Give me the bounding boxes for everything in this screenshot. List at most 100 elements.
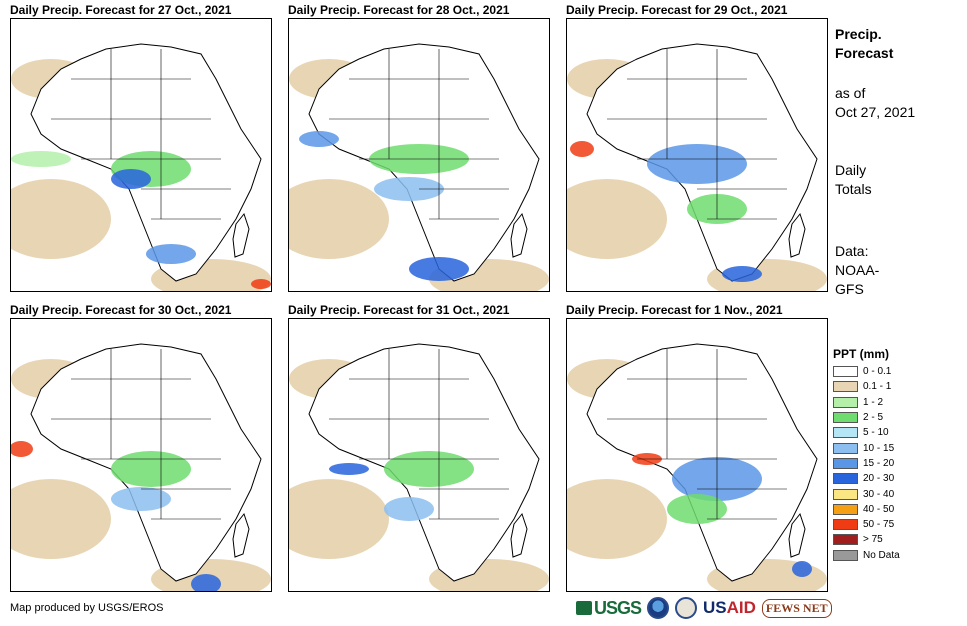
legend-label: 10 - 15 (863, 442, 895, 454)
sidebar-title: Precip. Forecast (835, 25, 893, 63)
data-line2: NOAA- (835, 262, 880, 278)
dry-area (289, 179, 389, 259)
country-borders (51, 49, 231, 220)
legend-item: 50 - 75 (833, 517, 900, 532)
precip-map (288, 18, 550, 292)
panel-title: Daily Precip. Forecast for 31 Oct., 2021 (288, 303, 510, 317)
precip-area (146, 244, 196, 264)
precip-area (11, 441, 33, 457)
dry-area (11, 479, 111, 559)
forecast-panel-28oct: Daily Precip. Forecast for 28 Oct., 2021 (288, 3, 550, 292)
panel-title: Daily Precip. Forecast for 28 Oct., 2021 (288, 3, 510, 17)
totals-line2: Totals (835, 181, 872, 197)
map-svg (567, 43, 827, 291)
precip-area (251, 279, 271, 289)
fewsnet-logo: FEWS NET (761, 598, 832, 618)
forecast-panel-30oct: Daily Precip. Forecast for 30 Oct., 2021 (10, 303, 272, 592)
dry-area (11, 179, 111, 259)
sidebar-totals: Daily Totals (835, 161, 872, 199)
madagascar-outline (788, 512, 806, 558)
legend-label: > 75 (863, 534, 883, 546)
forecast-panel-31oct: Daily Precip. Forecast for 31 Oct., 2021 (288, 303, 550, 592)
panel-title: Daily Precip. Forecast for 1 Nov., 2021 (566, 303, 783, 317)
legend-swatch (833, 381, 858, 393)
precip-area (792, 561, 812, 577)
legend-item: 20 - 30 (833, 471, 900, 486)
ppt-legend: PPT (mm) 0 - 0.1 0.1 - 1 1 - 2 2 - 5 5 - 10 1… (833, 347, 900, 563)
legend-item: 10 - 15 (833, 440, 900, 455)
map-svg (289, 43, 549, 291)
legend-swatch (833, 442, 858, 454)
legend-swatch (833, 503, 858, 515)
legend-label: 5 - 10 (863, 427, 889, 439)
sidebar-title-line2: Forecast (835, 45, 894, 61)
legend-item: 40 - 50 (833, 502, 900, 517)
sidebar-data-source: Data: NOAA- GFS (835, 242, 879, 299)
usgs-wave-icon (576, 601, 592, 615)
precip-area (384, 451, 474, 487)
sidebar-title-line1: Precip. (835, 26, 882, 42)
country-borders (607, 349, 787, 520)
panel-title: Daily Precip. Forecast for 30 Oct., 2021 (10, 303, 232, 317)
asof-line1: as of (835, 85, 866, 101)
legend-swatch (833, 366, 858, 378)
legend-swatch (833, 457, 858, 469)
madagascar-outline (788, 212, 806, 258)
forecast-panel-29oct: Daily Precip. Forecast for 29 Oct., 2021 (566, 3, 828, 292)
precip-area (570, 141, 594, 157)
precip-area (647, 144, 747, 184)
sidebar-asof: as of Oct 27, 2021 (835, 84, 915, 122)
agency-logos: USGS USAID FEWS NET (576, 594, 832, 622)
legend-item: 1 - 2 (833, 395, 900, 410)
madagascar-outline (232, 212, 250, 258)
country-borders (329, 49, 509, 220)
usaid-logo: USAID (703, 598, 756, 618)
precip-area (11, 151, 71, 167)
precip-map (10, 18, 272, 292)
map-svg (11, 343, 271, 591)
legend-label: 2 - 5 (863, 412, 884, 424)
country-borders (329, 349, 509, 520)
precip-map (566, 18, 828, 292)
precip-area (111, 451, 191, 487)
usgs-logo: USGS (576, 598, 642, 619)
legend-rows: 0 - 0.1 0.1 - 1 1 - 2 2 - 5 5 - 10 10 - 15 15 … (833, 364, 900, 563)
legend-swatch (833, 412, 858, 424)
legend-item: 15 - 20 (833, 456, 900, 471)
legend-label: 15 - 20 (863, 457, 895, 469)
legend-title: PPT (mm) (833, 347, 890, 361)
precip-map (566, 318, 828, 592)
legend-label: 30 - 40 (863, 488, 895, 500)
asof-date: Oct 27, 2021 (835, 104, 916, 120)
state-dept-seal-icon (675, 597, 698, 619)
usaid-aid: AID (726, 598, 756, 617)
legend-label: No Data (863, 549, 900, 561)
legend-swatch (833, 534, 858, 546)
dry-area (289, 479, 389, 559)
map-svg (567, 343, 827, 591)
dry-area (567, 479, 667, 559)
precip-area (111, 487, 171, 511)
legend-swatch (833, 396, 858, 408)
madagascar-outline (232, 512, 250, 558)
legend-label: 0 - 0.1 (863, 366, 892, 378)
legend-item: 5 - 10 (833, 425, 900, 440)
precip-area (191, 574, 221, 591)
legend-swatch (833, 519, 858, 531)
forecast-panel-27oct: Daily Precip. Forecast for 27 Oct., 2021 (10, 3, 272, 292)
legend-swatch (833, 549, 858, 561)
precip-area (409, 257, 469, 281)
totals-line1: Daily (835, 162, 867, 178)
legend-label: 50 - 75 (863, 519, 895, 531)
legend-swatch (833, 473, 858, 485)
legend-item: 0.1 - 1 (833, 379, 900, 394)
precip-map (10, 318, 272, 592)
forecast-panel-1nov: Daily Precip. Forecast for 1 Nov., 2021 (566, 303, 828, 592)
noaa-seal-icon (647, 597, 670, 619)
precip-area (111, 169, 151, 189)
legend-label: 40 - 50 (863, 503, 895, 515)
madagascar-outline (510, 512, 528, 558)
precip-area (384, 497, 434, 521)
precip-area (374, 177, 444, 201)
data-line3: GFS (835, 281, 864, 297)
